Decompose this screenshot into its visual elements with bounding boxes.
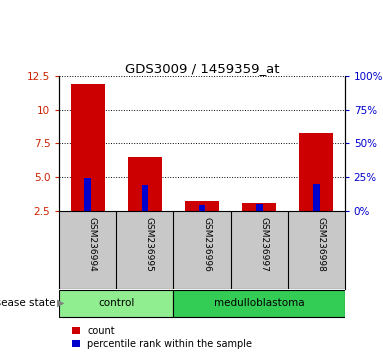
Bar <box>185 201 219 211</box>
Text: medulloblastoma: medulloblastoma <box>214 298 304 308</box>
Text: GSM236996: GSM236996 <box>202 217 211 272</box>
Bar <box>85 178 91 211</box>
Text: GSM236994: GSM236994 <box>88 217 97 272</box>
Text: GSM236997: GSM236997 <box>259 217 268 272</box>
Bar <box>313 184 319 211</box>
Bar <box>173 290 345 317</box>
Bar <box>71 84 105 211</box>
Text: ▶: ▶ <box>57 298 65 308</box>
Title: GDS3009 / 1459359_at: GDS3009 / 1459359_at <box>125 62 279 75</box>
Text: disease state: disease state <box>0 298 56 308</box>
Text: GSM236998: GSM236998 <box>316 217 325 272</box>
Bar <box>59 290 173 317</box>
Text: GSM236995: GSM236995 <box>145 217 154 272</box>
Text: control: control <box>98 298 134 308</box>
Bar <box>142 185 148 211</box>
Bar <box>128 157 162 211</box>
Bar <box>299 133 333 211</box>
Bar <box>256 204 262 211</box>
Bar <box>242 202 276 211</box>
Legend: count, percentile rank within the sample: count, percentile rank within the sample <box>72 326 252 349</box>
Bar <box>199 205 205 211</box>
